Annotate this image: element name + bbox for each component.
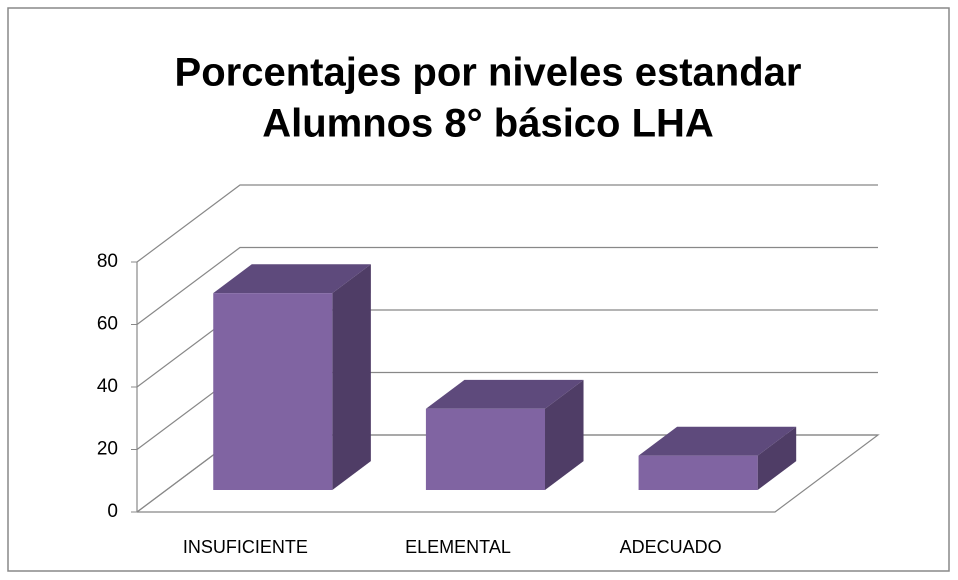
- bar-front: [213, 293, 333, 490]
- bar-side: [757, 426, 797, 490]
- bar-front: [638, 455, 758, 490]
- bar-side: [332, 264, 371, 490]
- bar-side: [545, 379, 584, 490]
- y-tick-label: 60: [97, 314, 118, 335]
- bar: [425, 379, 584, 490]
- bar: [213, 264, 371, 490]
- y-tick-label: 0: [107, 501, 118, 522]
- chart-title: Porcentajes por niveles estandar: [175, 51, 802, 95]
- bar: [638, 426, 797, 490]
- grid-line: [136, 246, 878, 325]
- x-tick-label: ADECUADO: [620, 537, 722, 557]
- y-tick-label: 20: [97, 439, 118, 460]
- bar-front: [425, 408, 546, 490]
- y-tick-label: 40: [97, 376, 118, 397]
- x-tick-label: INSUFICIENTE: [183, 537, 308, 557]
- x-tick-label: ELEMENTAL: [405, 537, 511, 557]
- bar-top: [213, 264, 371, 294]
- bar-top: [425, 379, 584, 409]
- y-tick-label: 80: [97, 251, 118, 272]
- chart-title: Alumnos 8° básico LHA: [262, 102, 714, 146]
- bar-top: [638, 426, 797, 456]
- grid-line: [136, 184, 878, 263]
